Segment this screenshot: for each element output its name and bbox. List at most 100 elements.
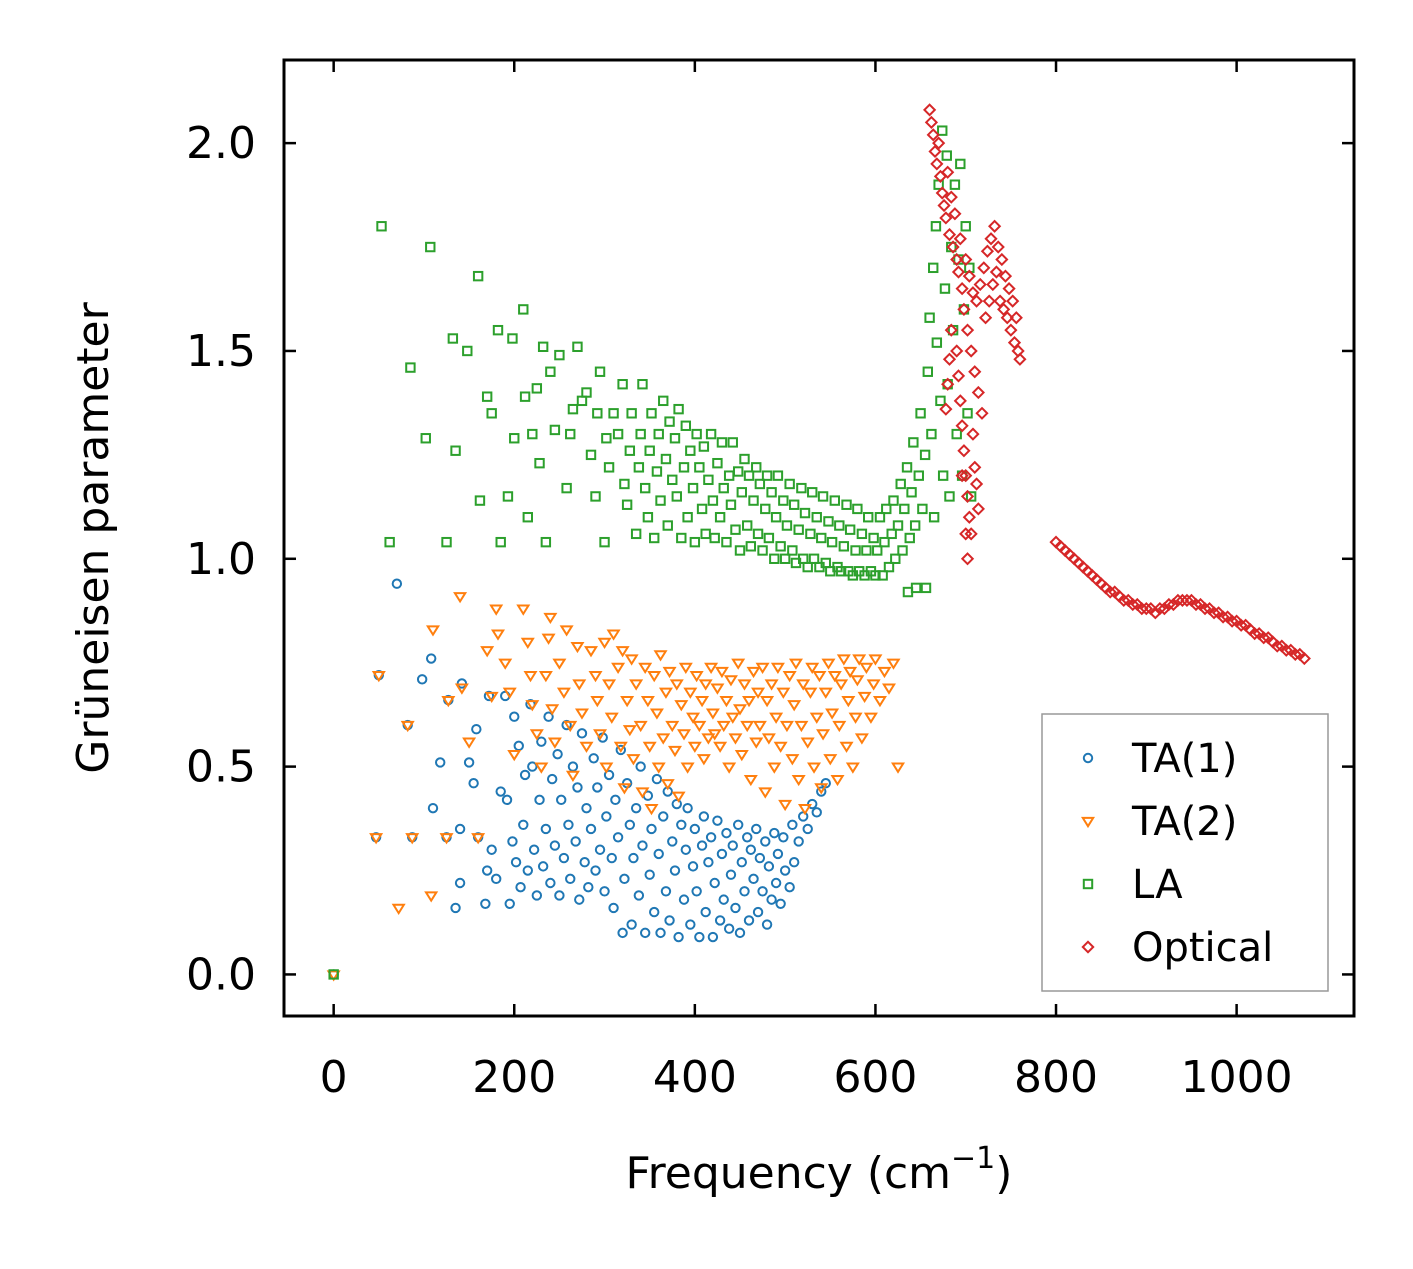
data-point: [968, 460, 982, 474]
data-point: [709, 532, 720, 544]
data-point: [667, 836, 678, 847]
legend-label-la: LA: [1132, 862, 1183, 908]
data-point: [658, 687, 673, 699]
data-point: [574, 708, 589, 720]
data-point: [944, 323, 958, 337]
data-point: [809, 712, 824, 724]
data-point: [713, 741, 728, 753]
data-point: [554, 349, 565, 361]
data-point: [516, 604, 531, 616]
data-point: [536, 736, 547, 747]
data-point: [523, 671, 538, 683]
data-point: [463, 757, 475, 768]
data-point: [924, 115, 939, 129]
data-point: [691, 428, 702, 440]
data-point: [441, 536, 452, 548]
data-point: [752, 906, 764, 918]
data-point: [698, 679, 713, 691]
data-point: [718, 482, 729, 494]
data-point: [671, 791, 686, 803]
data-point: [635, 761, 646, 772]
data-point: [924, 312, 935, 323]
data-point: [441, 695, 456, 708]
data-point: [937, 470, 949, 481]
data-point: [678, 462, 690, 473]
data-point: [599, 762, 614, 774]
data-point: [371, 671, 386, 683]
data-point: [737, 679, 752, 691]
data-point: [585, 823, 597, 835]
data-point: [897, 545, 908, 556]
data-point: [742, 832, 753, 843]
data-point: [593, 729, 608, 741]
data-point: [872, 545, 883, 556]
data-point: [574, 894, 585, 905]
data-point: [689, 536, 701, 548]
data-point: [694, 462, 705, 473]
data-point: [416, 674, 428, 685]
data-point: [565, 873, 576, 885]
data-point: [823, 516, 834, 527]
data-point: [895, 478, 906, 490]
data-point: [678, 662, 693, 674]
data-point: [590, 491, 601, 502]
data-points: [326, 103, 1311, 982]
legend-label-ta1: TA(1): [1131, 736, 1237, 782]
data-point: [653, 650, 668, 662]
data-point: [877, 570, 888, 581]
data-point: [531, 890, 543, 901]
data-point: [1257, 631, 1271, 645]
data-point: [939, 283, 951, 294]
data-point: [705, 832, 717, 843]
data-point: [502, 491, 514, 502]
legend-marker: [1082, 878, 1094, 890]
data-point: [590, 695, 605, 708]
data-point: [986, 277, 1000, 292]
data-point: [617, 783, 632, 795]
data-point: [570, 641, 585, 654]
data-point: [984, 232, 998, 246]
data-point: [660, 779, 675, 791]
data-point: [1157, 602, 1171, 616]
data-point: [965, 491, 977, 502]
data-point: [802, 561, 813, 573]
legend-marker: [1082, 752, 1094, 764]
data-point: [845, 762, 860, 774]
data-point: [745, 541, 757, 552]
data-point: [484, 691, 499, 704]
data-point: [968, 365, 982, 379]
data-point: [638, 662, 653, 674]
data-point: [716, 720, 731, 733]
data-point: [704, 662, 719, 674]
data-point: [997, 302, 1011, 317]
data-point: [369, 833, 384, 845]
data-point: [579, 857, 590, 868]
x-tick-label: 400: [653, 1052, 737, 1103]
data-point: [633, 462, 645, 473]
data-point: [886, 528, 897, 540]
data-point: [391, 578, 403, 589]
data-point: [928, 512, 940, 523]
data-point: [486, 408, 497, 419]
x-tick-label: 0: [320, 1052, 348, 1103]
data-point: [611, 662, 626, 674]
data-point: [534, 762, 549, 774]
data-point: [727, 437, 738, 448]
series-ta-2: [326, 592, 906, 982]
data-point: [982, 294, 996, 308]
data-point: [960, 489, 975, 504]
data-point: [966, 427, 980, 441]
data-point: [719, 695, 734, 708]
data-point: [758, 787, 773, 799]
data-point: [939, 211, 953, 225]
data-point: [870, 570, 881, 581]
data-point: [962, 408, 973, 419]
data-point: [993, 294, 1007, 308]
data-point: [861, 545, 872, 556]
data-point: [642, 512, 654, 523]
data-point: [971, 385, 985, 400]
data-point: [788, 857, 800, 868]
data-point: [531, 383, 543, 394]
axis-ticks: 0 200 400 600 800 1000 0.0 0.5 1.0 1.5 2.0: [186, 60, 1354, 1103]
data-point: [973, 277, 987, 292]
